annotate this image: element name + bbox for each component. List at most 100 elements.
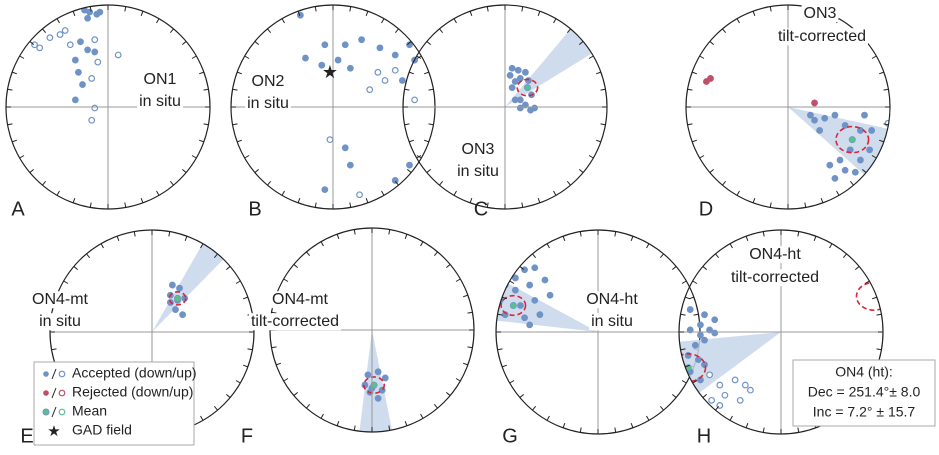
rim-tick: [19, 155, 25, 159]
direction-down: [686, 326, 694, 334]
rim-tick: [630, 422, 634, 429]
rim-tick: [297, 10, 301, 17]
rim-tick: [244, 155, 250, 159]
rim-tick: [416, 155, 422, 159]
direction-down: [506, 71, 514, 79]
rim-tick: [336, 420, 340, 427]
panel-letter: H: [697, 425, 711, 447]
direction-down: [697, 331, 704, 339]
direction-down: [527, 106, 534, 114]
direction-down: [374, 368, 382, 376]
rim-tick: [169, 28, 174, 34]
a95-ellipse: [835, 125, 870, 154]
direction-down: [841, 166, 849, 174]
rim-tick: [453, 190, 457, 196]
rim-tick: [423, 71, 430, 75]
direction-down: [508, 64, 516, 72]
direction-down: [376, 44, 384, 52]
direction-down: [508, 84, 516, 92]
panel-title: ON1: [144, 71, 177, 88]
direction-down: [346, 161, 354, 169]
direction-down: [697, 321, 704, 329]
rim-tick: [281, 190, 285, 196]
direction-up: [91, 36, 99, 44]
panel-title: ON4-ht: [749, 246, 801, 263]
rim-tick: [709, 168, 715, 173]
direction-down: [358, 36, 365, 44]
rim-tick: [100, 243, 104, 249]
direction-down: [381, 374, 389, 382]
rim-tick: [293, 391, 299, 396]
rim-tick: [445, 264, 451, 269]
plot-area: [679, 281, 883, 413]
rim-tick: [406, 41, 412, 46]
direction-down: [521, 314, 528, 322]
rim-tick: [198, 71, 205, 75]
rim-tick: [404, 233, 408, 240]
rim-tick: [537, 197, 541, 204]
rim-tick: [769, 6, 772, 12]
panel-title: in situ: [591, 313, 633, 330]
panel-letter: E: [20, 425, 33, 447]
direction-down: [516, 104, 524, 112]
panel-letter: D: [699, 198, 713, 220]
legend-symbol: [43, 371, 49, 377]
rim-tick: [72, 197, 76, 204]
direction-down: [811, 99, 818, 107]
title-bg: [141, 71, 179, 89]
rim-tick: [467, 311, 473, 314]
rim-tick: [225, 266, 231, 271]
rim-tick: [797, 427, 800, 433]
rim-tick: [140, 10, 144, 17]
direction-up: [56, 31, 64, 38]
rim-tick: [462, 362, 469, 366]
direction-down: [176, 284, 183, 292]
title-bg: [137, 93, 183, 111]
title-bg: [801, 5, 839, 23]
rim-tick: [404, 123, 410, 126]
rim-tick: [283, 378, 289, 382]
plot-area: [358, 330, 393, 432]
direction-down: [857, 127, 864, 134]
rim-tick: [486, 202, 489, 208]
rim-tick: [29, 41, 35, 46]
rim-tick: [7, 123, 13, 126]
stereonet: ON4-ht tilt-corrected H: [678, 229, 884, 447]
panel-title: in situ: [139, 93, 181, 110]
rim-tick: [453, 18, 457, 24]
rim-tick: [876, 313, 882, 316]
rim-tick: [86, 253, 91, 259]
direction-up: [716, 381, 724, 389]
rim-tick: [168, 231, 171, 237]
rim-tick: [854, 266, 860, 271]
direction-up: [88, 116, 96, 124]
direction-up: [61, 27, 69, 34]
rim-tick: [501, 364, 508, 368]
rim-tick: [191, 155, 197, 159]
direction-down: [701, 311, 708, 319]
plot-area: [496, 258, 598, 332]
a95-ellipse: [363, 376, 386, 395]
stereonet: ON3 in situ C: [402, 4, 608, 220]
direction-up: [252, 181, 259, 188]
rim-tick: [433, 251, 438, 257]
direction-down: [826, 161, 834, 169]
rim-tick: [883, 123, 889, 126]
panel-title: ON3: [804, 5, 837, 22]
rim-tick: [428, 123, 434, 126]
confidence-cone: [679, 332, 781, 396]
rim-tick: [871, 296, 878, 300]
direction-up: [708, 396, 716, 404]
rim-tick: [566, 28, 571, 34]
rim-tick: [745, 235, 749, 242]
direction-down: [691, 341, 699, 349]
annotation-line: Dec = 251.4°± 8.0: [808, 384, 921, 400]
confidence-cone: [788, 107, 890, 179]
rim-tick: [562, 235, 566, 242]
rim-tick: [646, 415, 650, 421]
rim-tick: [293, 264, 299, 269]
rim-tick: [600, 88, 606, 91]
mean-direction: [523, 84, 531, 92]
rim-tick: [497, 348, 503, 351]
rim-tick: [797, 231, 800, 237]
